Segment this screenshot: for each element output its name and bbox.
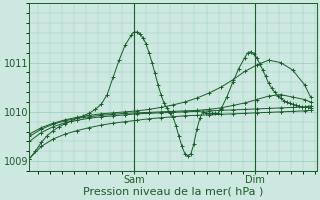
X-axis label: Pression niveau de la mer( hPa ): Pression niveau de la mer( hPa ) <box>83 187 263 197</box>
